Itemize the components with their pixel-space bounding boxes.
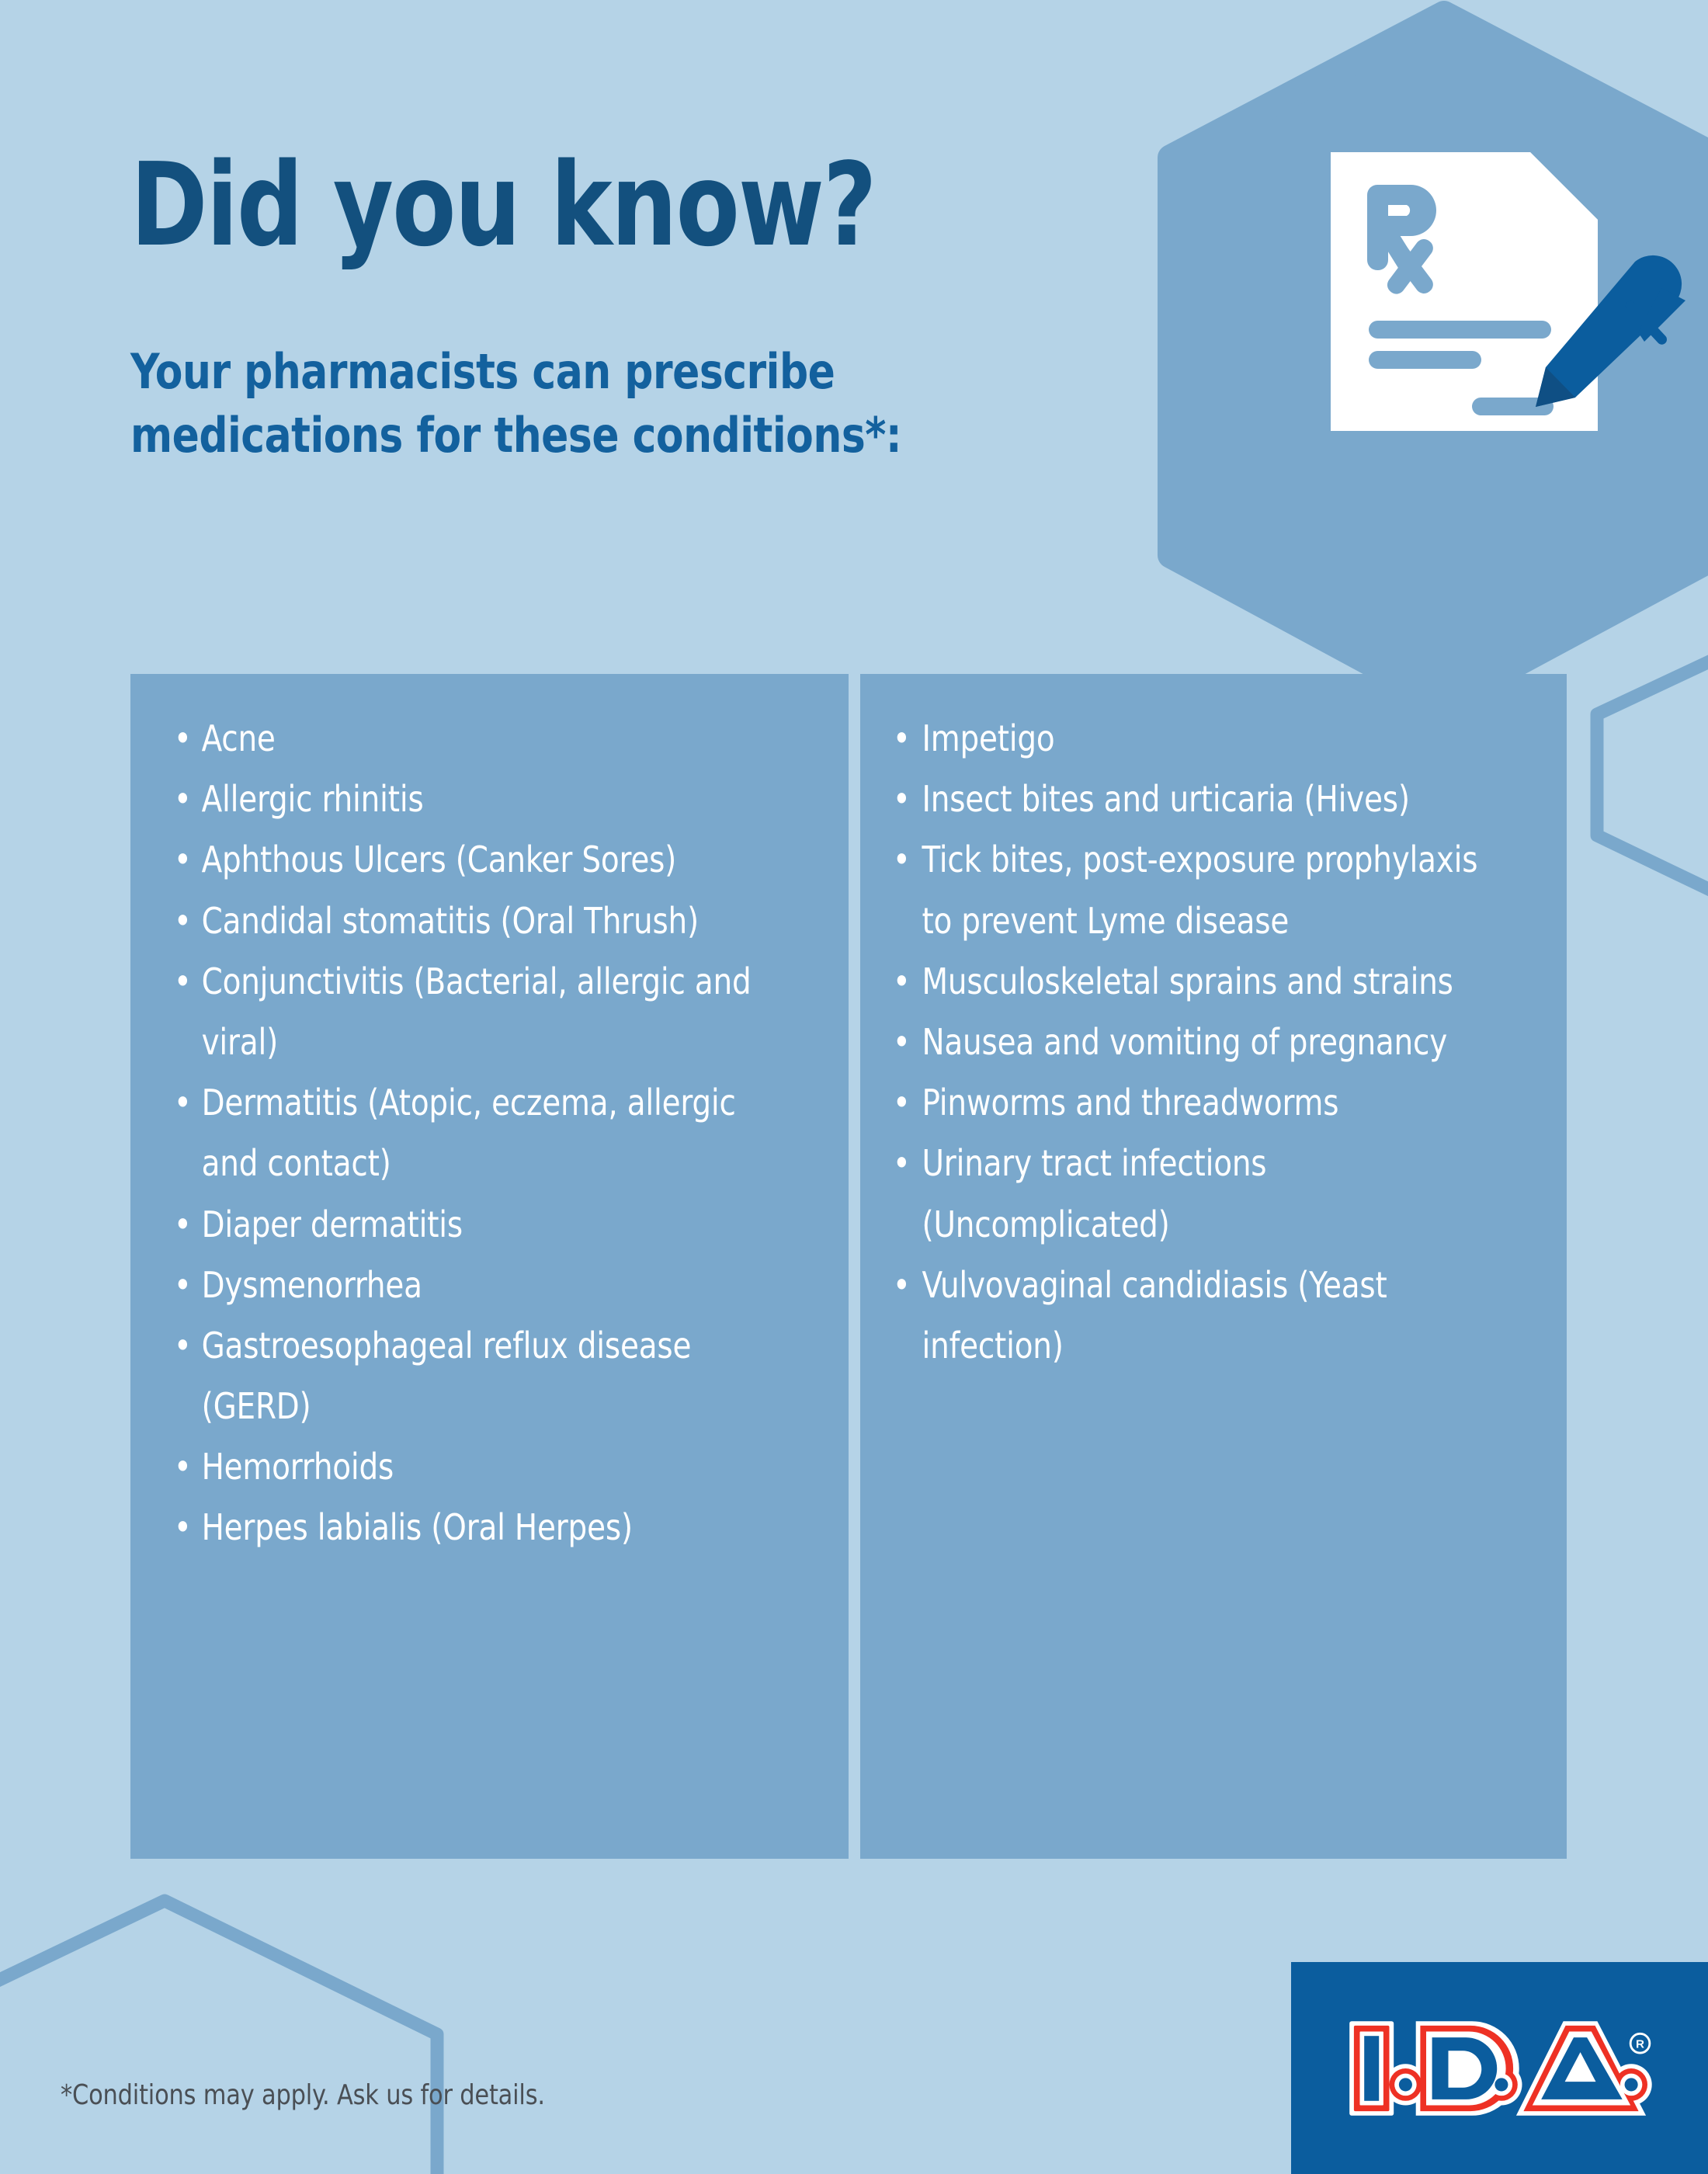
brand-logo-box: R	[1291, 1962, 1708, 2174]
list-item: Tick bites, post-exposure prophylaxis to…	[891, 829, 1505, 950]
conditions-list-right: Impetigo Insect bites and urticaria (Hiv…	[891, 708, 1544, 1376]
list-item: Diaper dermatitis	[172, 1194, 786, 1255]
hexagon-outline-bottom-left	[0, 1894, 444, 2174]
list-item: Musculoskeletal sprains and strains	[891, 951, 1505, 1012]
ida-logo: R	[1349, 2020, 1652, 2116]
list-item: Urinary tract infections (Uncomplicated)	[891, 1133, 1505, 1254]
conditions-panel-right: Impetigo Insect bites and urticaria (Hiv…	[859, 674, 1567, 1859]
list-item: Dermatitis (Atopic, eczema, allergic and…	[172, 1072, 786, 1193]
list-item: Dysmenorrhea	[172, 1255, 786, 1315]
rx-badge	[1158, 1, 1708, 707]
list-item: Candidal stomatitis (Oral Thrush)	[172, 891, 786, 951]
registered-trademark-icon: R	[1629, 2032, 1651, 2054]
list-item: Hemorrhoids	[172, 1436, 786, 1497]
list-item: Insect bites and urticaria (Hives)	[891, 769, 1505, 829]
conditions-list-left: Acne Allergic rhinitis Aphthous Ulcers (…	[172, 708, 825, 1558]
page-subtitle-line-2: medications for these conditions*:	[130, 406, 902, 464]
svg-text:R: R	[1636, 2037, 1644, 2051]
conditions-panels: Acne Allergic rhinitis Aphthous Ulcers (…	[130, 674, 1567, 1859]
page-subtitle: Your pharmacists can prescribe medicatio…	[130, 340, 1033, 467]
document-signature-line	[1472, 398, 1554, 415]
list-item: Gastroesophageal reflux disease (GERD)	[172, 1315, 786, 1436]
list-item: Herpes labialis (Oral Herpes)	[172, 1497, 786, 1558]
page-subtitle-line-1: Your pharmacists can prescribe	[130, 343, 835, 400]
page-title: Did you know?	[130, 138, 877, 272]
document-line-2	[1369, 351, 1481, 369]
rx-symbol	[1367, 185, 1436, 294]
conditions-panel-left: Acne Allergic rhinitis Aphthous Ulcers (…	[130, 674, 849, 1859]
document-line-1	[1369, 321, 1551, 339]
list-item: Allergic rhinitis	[172, 769, 786, 829]
list-item: Vulvovaginal candidiasis (Yeast infectio…	[891, 1255, 1505, 1376]
list-item: Acne	[172, 708, 786, 769]
list-item: Impetigo	[891, 708, 1505, 769]
headline-block: Did you know? Your pharmacists can presc…	[130, 148, 1101, 467]
prescription-document-icon	[1331, 152, 1598, 431]
pencil-icon	[1536, 255, 1685, 407]
list-item: Pinworms and threadworms	[891, 1072, 1505, 1133]
footnote: *Conditions may apply. Ask us for detail…	[61, 2079, 545, 2111]
list-item: Nausea and vomiting of pregnancy	[891, 1012, 1505, 1072]
list-item: Aphthous Ulcers (Canker Sores)	[172, 829, 786, 890]
ida-wordmark: R	[1349, 2020, 1652, 2116]
list-item: Conjunctivitis (Bacterial, allergic and …	[172, 951, 786, 1072]
